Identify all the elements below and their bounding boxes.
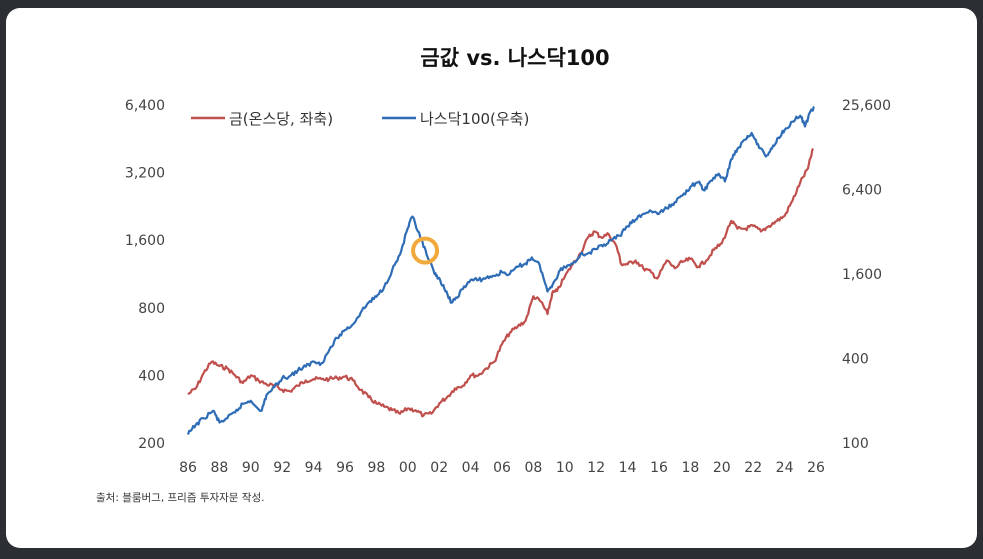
highlight-circle-marker [411,236,440,265]
left-tick-label: 800 [138,301,165,317]
x-tick-label: 26 [807,460,825,476]
x-tick-label: 16 [650,460,668,476]
right-tick-label: 6,400 [842,183,882,199]
legend: 금(온스당, 좌축) 나스닥100(우축) [191,110,529,128]
x-tick-label: 02 [430,460,448,476]
window-bottom-strip [0,548,983,559]
x-tick-label: 18 [681,460,699,476]
right-tick-label: 400 [842,352,869,368]
x-tick-label: 10 [556,460,574,476]
series-layer [186,105,815,435]
right-tick-label: 100 [842,436,869,452]
x-tick-label: 96 [336,460,354,476]
left-tick-label: 6,400 [125,98,165,114]
source-note: 출처: 블룸버그, 프리즘 투자자문 작성. [96,492,264,504]
x-tick-label: 08 [524,460,542,476]
legend-gold-label: 금(온스당, 좌축) [229,110,333,128]
right-axis-ticks: 100 400 1,600 6,400 25,600 [842,98,891,452]
x-axis-ticks: 86 88 90 92 94 96 98 00 02 04 06 08 10 12 14 16 18 20 22 24… [179,460,825,476]
x-tick-label: 86 [179,460,197,476]
x-tick-label: 00 [399,460,417,476]
x-tick-label: 88 [210,460,228,476]
x-tick-label: 20 [713,460,731,476]
x-tick-label: 22 [744,460,762,476]
x-tick-label: 04 [462,460,480,476]
nasdaq100-line [186,105,815,435]
x-tick-label: 90 [242,460,260,476]
x-tick-label: 06 [493,460,511,476]
legend-nasdaq-label: 나스닥100(우축) [420,110,529,128]
x-tick-label: 14 [619,460,637,476]
x-tick-label: 94 [305,460,323,476]
chart-title: 금값 vs. 나스닥100 [420,46,609,70]
gold-price-line [187,148,814,418]
left-tick-label: 1,600 [125,233,165,249]
right-tick-label: 1,600 [842,267,882,283]
left-tick-label: 200 [138,436,165,452]
left-tick-label: 400 [138,368,165,384]
x-tick-label: 92 [273,460,291,476]
x-tick-label: 98 [367,460,385,476]
left-axis-ticks: 200 400 800 1,600 3,200 6,400 [125,98,165,452]
right-tick-label: 25,600 [842,98,891,114]
x-tick-label: 12 [587,460,605,476]
x-tick-label: 24 [776,460,794,476]
left-tick-label: 3,200 [125,166,165,182]
